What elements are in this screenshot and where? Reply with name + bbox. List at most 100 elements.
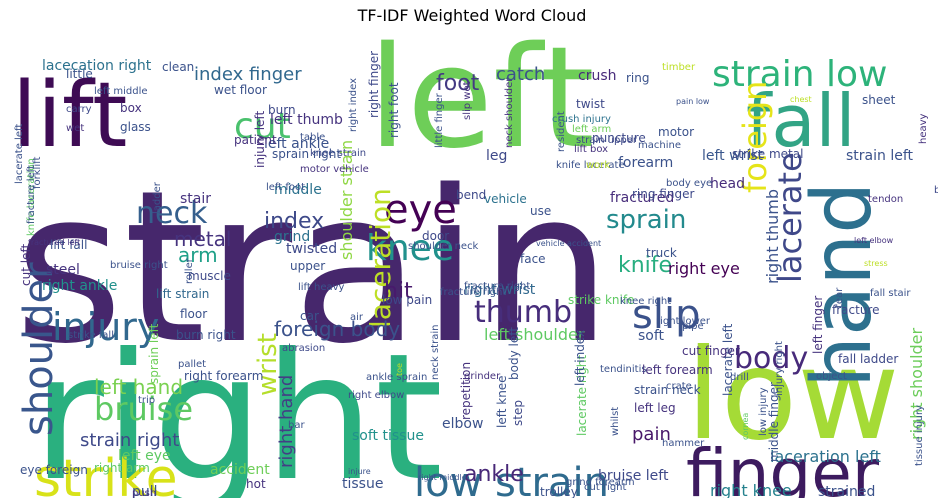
word-lacecation-right: lacecation right (42, 58, 152, 74)
word-puncture: puncture (592, 131, 646, 145)
word-abrasion: abrasion (282, 343, 325, 354)
word-crush: crush (578, 68, 617, 84)
word-knee-right: knee right (620, 296, 671, 307)
word-left-index: left index (573, 330, 587, 386)
word-work: work (586, 160, 610, 171)
word-left-thumb: left thumb (270, 112, 343, 128)
word-injury-left: injury left (253, 111, 267, 168)
word-shoulder-neck: shoulder neck (408, 241, 479, 252)
word-whilst: whilst (610, 407, 621, 436)
word-laceration-left: laceration left (770, 447, 881, 466)
word-bar: bar (288, 420, 305, 431)
word-wet-floor: wet floor (214, 83, 267, 97)
word-right-thumb: right thumb (763, 189, 782, 284)
word-knife-lacerate: knife lacerate (556, 160, 625, 171)
word-pull: pull (132, 484, 158, 498)
word-vehicle: vehicle (484, 192, 527, 206)
word-sprain: sprain (606, 205, 686, 235)
word-carry: carry (66, 104, 92, 115)
word-strain-right: strain right (80, 430, 179, 451)
word-knee: knee (366, 228, 454, 269)
word-truck: truck (646, 246, 677, 260)
word-fractured-left: fractured left (28, 238, 80, 247)
word-cut-left: cut left (19, 244, 33, 286)
word-steel: steel (46, 262, 80, 278)
word-fracture-right: fracture right (464, 281, 530, 292)
word-neck-strain: neck strain (430, 325, 441, 380)
word-motor-vehicle: motor vehicle (300, 164, 369, 175)
word-arm: arm (178, 243, 218, 267)
word-cornea: cornea (741, 413, 750, 440)
word-repetition: repetition (459, 362, 473, 420)
word-crush-injury: crush injury (552, 114, 611, 125)
word-bruise: bruise (94, 390, 193, 428)
word-slip: slip (632, 292, 700, 338)
word-ankle-sprain: ankle sprain (366, 372, 427, 383)
word-tissue-injury: tissue injury (914, 405, 925, 466)
word-use: use (530, 204, 551, 218)
word-push: push (132, 488, 156, 498)
word-right-ankle: right ankle (42, 278, 117, 294)
word-elbow: elbow (442, 416, 483, 432)
word-lacerate-left: lacerate left (721, 323, 735, 396)
word-body-left: body left (507, 327, 521, 380)
word-knife-laceration: knife laceration (26, 158, 37, 236)
word-grinder: grinder (464, 371, 501, 382)
word-motor: motor (658, 125, 694, 139)
word-left-finger: left finger (811, 296, 825, 354)
word-left-elbow: left elbow (854, 236, 894, 245)
word-left: left (368, 28, 595, 180)
word-upper: upper (290, 259, 325, 273)
word-right-shoulder: right shoulder (907, 327, 926, 440)
word-strained: strained (818, 484, 875, 498)
word-left-hand: left hand (94, 375, 183, 399)
word-ankle: ankle (464, 462, 524, 487)
word-right-forearm: right forearm (184, 369, 263, 383)
word-stair: stair (180, 191, 211, 207)
word-left-leg: left leg (634, 401, 676, 415)
word-door: door (422, 229, 449, 243)
word-left-forearm: left forearm (642, 363, 713, 377)
word-step: step (511, 400, 525, 426)
word-left-wrist: left wrist (702, 148, 764, 164)
word-right-lower: right lower (656, 316, 711, 327)
word-twisted: twisted (286, 241, 337, 257)
word-wrist: wrist (253, 333, 283, 396)
word-muscle: muscle (188, 269, 231, 283)
word-forklift: forklift (32, 157, 43, 189)
word-strike: strike (34, 449, 178, 498)
word-little-finger: little finger (434, 92, 445, 148)
word-heavy: heavy (918, 113, 929, 144)
word-hit: hit (384, 279, 413, 304)
word-bruise-right: bruise right (110, 260, 168, 271)
word-accident: accident (210, 462, 270, 478)
word-cut: cut (234, 106, 291, 147)
word-bend: bend (456, 188, 486, 202)
word-leg: leg (486, 148, 507, 164)
word-lift: lift (12, 63, 127, 168)
word-car: car (300, 309, 319, 323)
word-sheet: sheet (862, 93, 896, 107)
word-lift-heavy: lift heavy (298, 282, 345, 293)
word-ring: ring (626, 71, 650, 85)
word-timber: timber (662, 62, 696, 73)
word-right-finger: right finger (367, 51, 381, 118)
word-drill: drill (730, 372, 749, 383)
word-vehicle-accident: vehicle accident (536, 239, 601, 248)
word-thumb: thumb (474, 295, 572, 330)
word-object: object (816, 371, 847, 382)
word-strain-low: strain low (712, 54, 887, 95)
word-grind: grind (274, 229, 310, 245)
word-body: body (734, 341, 808, 376)
word-low: low (686, 323, 899, 468)
word-tissue: tissue (342, 476, 383, 492)
word-burn-right: burn right (176, 328, 236, 342)
word-toe: toe (395, 363, 404, 376)
word-strain-upper: strain upper (576, 135, 638, 146)
word-lacerate: lacerate (771, 152, 809, 283)
word-pallet: pallet (178, 359, 206, 370)
word-floor: floor (180, 307, 207, 321)
word-right: right (32, 317, 443, 498)
word-injury-right: injury right (774, 341, 785, 396)
